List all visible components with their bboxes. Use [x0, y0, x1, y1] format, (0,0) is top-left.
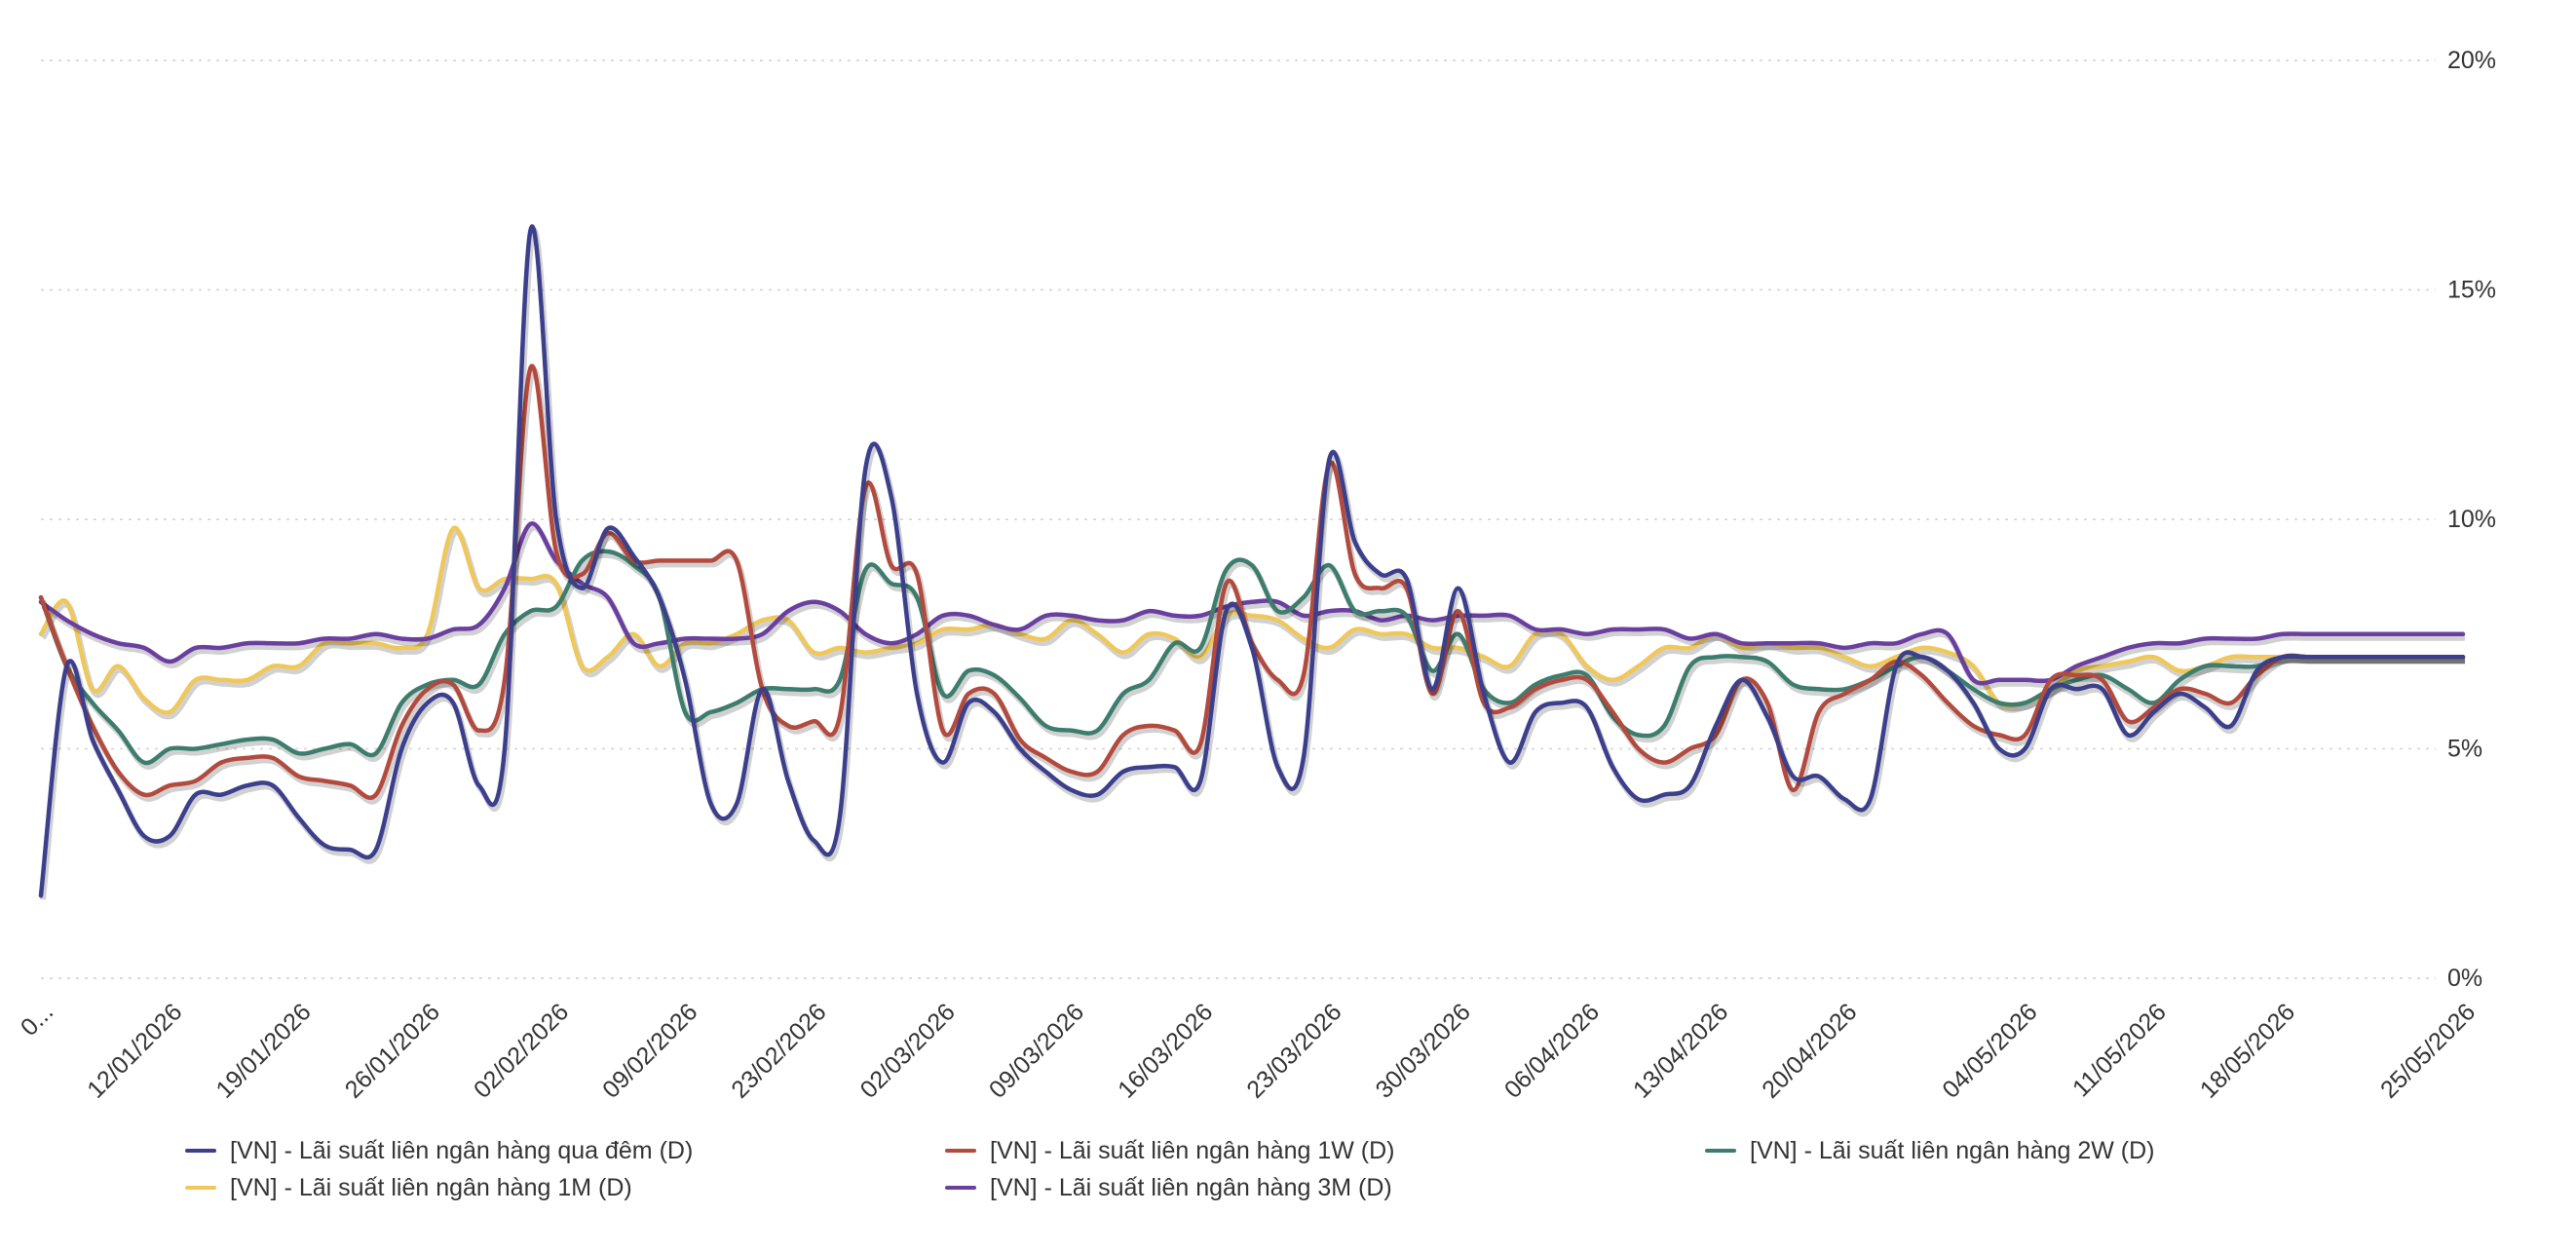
x-tick-label: 12/01/2026 — [82, 998, 187, 1103]
legend-label: [VN] - Lãi suất liên ngân hàng 2W (D) — [1750, 1136, 2155, 1164]
x-tick-label: 02/02/2026 — [469, 998, 574, 1103]
series-line-1[interactable] — [38, 363, 2466, 800]
series-lines — [38, 224, 2466, 900]
x-tick-label: 25/05/2026 — [2375, 998, 2481, 1103]
y-axis-ticks: 0% 5% 10% 15% 20% — [2447, 47, 2496, 992]
x-tick-label: 26/01/2026 — [340, 998, 445, 1103]
legend-swatch — [185, 1149, 216, 1153]
legend-label: [VN] - Lãi suất liên ngân hàng qua đêm (… — [230, 1136, 694, 1164]
legend-swatch — [945, 1186, 976, 1190]
x-tick-label: 20/04/2026 — [1757, 998, 1862, 1103]
x-tick-label: 09/03/2026 — [984, 998, 1089, 1103]
line-chart: 0% 5% 10% 15% 20% 0... 12/01/2026 19/01/2026 26… — [16, 47, 2496, 1104]
x-tick-label: 18/05/2026 — [2195, 998, 2300, 1103]
legend-item[interactable]: [VN] - Lãi suất liên ngân hàng 1M (D) — [185, 1173, 945, 1202]
x-tick-label: 11/05/2026 — [2067, 998, 2172, 1102]
x-tick-label: 02/03/2026 — [855, 998, 961, 1103]
series-line-4[interactable] — [38, 521, 2466, 686]
legend-label: [VN] - Lãi suất liên ngân hàng 3M (D) — [990, 1173, 1392, 1201]
x-tick-label: 0... — [16, 998, 58, 1041]
legend-item[interactable]: [VN] - Lãi suất liên ngân hàng 2W (D) — [1705, 1136, 2387, 1165]
x-tick-label: 30/03/2026 — [1371, 998, 1476, 1103]
x-tick-label: 23/02/2026 — [726, 998, 831, 1103]
y-tick-label: 0% — [2447, 965, 2482, 992]
x-tick-label: 23/03/2026 — [1241, 998, 1346, 1103]
legend-label: [VN] - Lãi suất liên ngân hàng 1M (D) — [230, 1173, 632, 1201]
legend-swatch — [185, 1186, 216, 1190]
y-tick-label: 5% — [2447, 736, 2482, 763]
y-tick-label: 20% — [2447, 47, 2496, 74]
x-tick-label: 09/02/2026 — [597, 998, 702, 1103]
legend-item[interactable]: [VN] - Lãi suất liên ngân hàng qua đêm (… — [185, 1136, 945, 1165]
legend-swatch — [1705, 1149, 1736, 1153]
legend-swatch — [945, 1149, 976, 1153]
x-tick-label: 13/04/2026 — [1628, 998, 1733, 1103]
y-tick-label: 10% — [2447, 506, 2496, 533]
x-axis-ticks: 0... 12/01/2026 19/01/2026 26/01/2026 02/02/… — [16, 998, 2481, 1103]
grid-lines — [41, 59, 2436, 979]
legend-label: [VN] - Lãi suất liên ngân hàng 1W (D) — [990, 1136, 1395, 1164]
x-tick-label: 19/01/2026 — [210, 998, 316, 1103]
series-line-shadow — [41, 524, 2465, 691]
legend-item[interactable]: [VN] - Lãi suất liên ngân hàng 3M (D) — [945, 1173, 1705, 1202]
y-tick-label: 15% — [2447, 277, 2496, 304]
series-line-0[interactable] — [38, 224, 2466, 898]
legend: [VN] - Lãi suất liên ngân hàng qua đêm (… — [185, 1136, 2426, 1202]
legend-item[interactable]: [VN] - Lãi suất liên ngân hàng 1W (D) — [945, 1136, 1705, 1165]
x-tick-label: 16/03/2026 — [1113, 998, 1218, 1103]
x-tick-label: 06/04/2026 — [1499, 998, 1605, 1103]
x-tick-label: 04/05/2026 — [1937, 998, 2042, 1103]
series-line-shadow — [40, 366, 2465, 805]
